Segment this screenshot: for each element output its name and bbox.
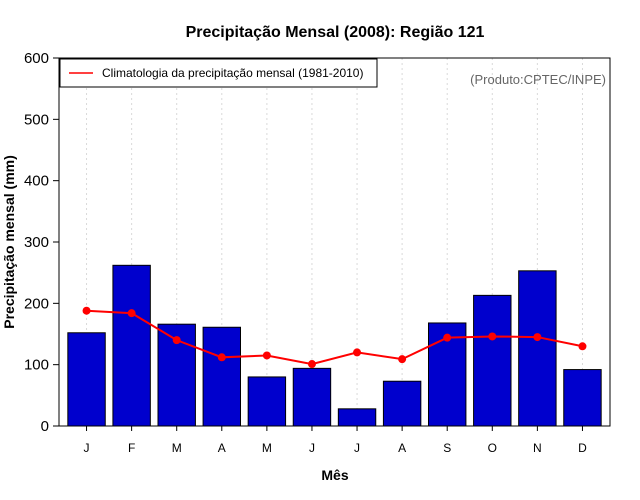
bar: [202, 326, 242, 427]
x-tick-label: O: [488, 441, 497, 455]
x-tick-label: S: [443, 441, 451, 455]
climatology-point: [172, 336, 181, 345]
bar: [292, 367, 332, 427]
bar: [518, 270, 557, 427]
climatology-point: [533, 333, 542, 342]
x-tick-label: A: [218, 441, 226, 455]
bar: [67, 332, 106, 427]
y-axis-title: Precipitação mensal (mm): [1, 155, 17, 329]
climatology-line: [86, 309, 583, 366]
climatology-point: [488, 332, 497, 341]
legend: Climatologia da precipitação mensal (198…: [59, 58, 378, 88]
bar: [473, 294, 512, 427]
bar: [382, 380, 422, 427]
climatology-line-group: [82, 306, 587, 369]
x-tick-label: A: [398, 441, 406, 455]
credit-annotation: (Produto:CPTEC/INPE): [470, 72, 606, 87]
x-tick-label: D: [578, 441, 587, 455]
climatology-point: [262, 351, 271, 360]
climatology-point: [307, 360, 316, 369]
x-axis-title: Mês: [321, 467, 348, 483]
x-tick-label: F: [128, 441, 135, 455]
bar: [337, 408, 377, 427]
climatology-point: [353, 348, 362, 357]
y-tick-label: 200: [24, 295, 49, 312]
x-tick-label: M: [172, 441, 182, 455]
legend-box: [59, 58, 378, 88]
x-tick-label: J: [354, 441, 360, 455]
climatology-point: [443, 333, 452, 342]
x-tick-label: J: [309, 441, 315, 455]
bar: [247, 376, 287, 427]
y-tick-label: 500: [24, 111, 49, 128]
climatology-point: [578, 342, 587, 351]
y-axis: 0 100 200 300 400 500 600: [24, 50, 59, 435]
bar: [563, 369, 602, 427]
climatology-point: [82, 306, 91, 315]
y-tick-label: 600: [24, 50, 49, 67]
y-tick-label: 100: [24, 357, 49, 374]
bar: [112, 264, 151, 427]
climatology-point: [398, 355, 407, 364]
x-tick-label: J: [84, 441, 90, 455]
bars-group: [67, 264, 602, 427]
y-tick-label: 0: [41, 418, 49, 435]
climatology-point: [217, 353, 226, 362]
x-tick-label: N: [533, 441, 542, 455]
y-tick-label: 400: [24, 173, 49, 190]
legend-label: Climatologia da precipitação mensal (198…: [102, 66, 363, 80]
chart-title: Precipitação Mensal (2008): Região 121: [186, 24, 485, 41]
y-tick-label: 300: [24, 234, 49, 251]
x-tick-label: M: [262, 441, 272, 455]
climatology-point: [127, 309, 136, 318]
